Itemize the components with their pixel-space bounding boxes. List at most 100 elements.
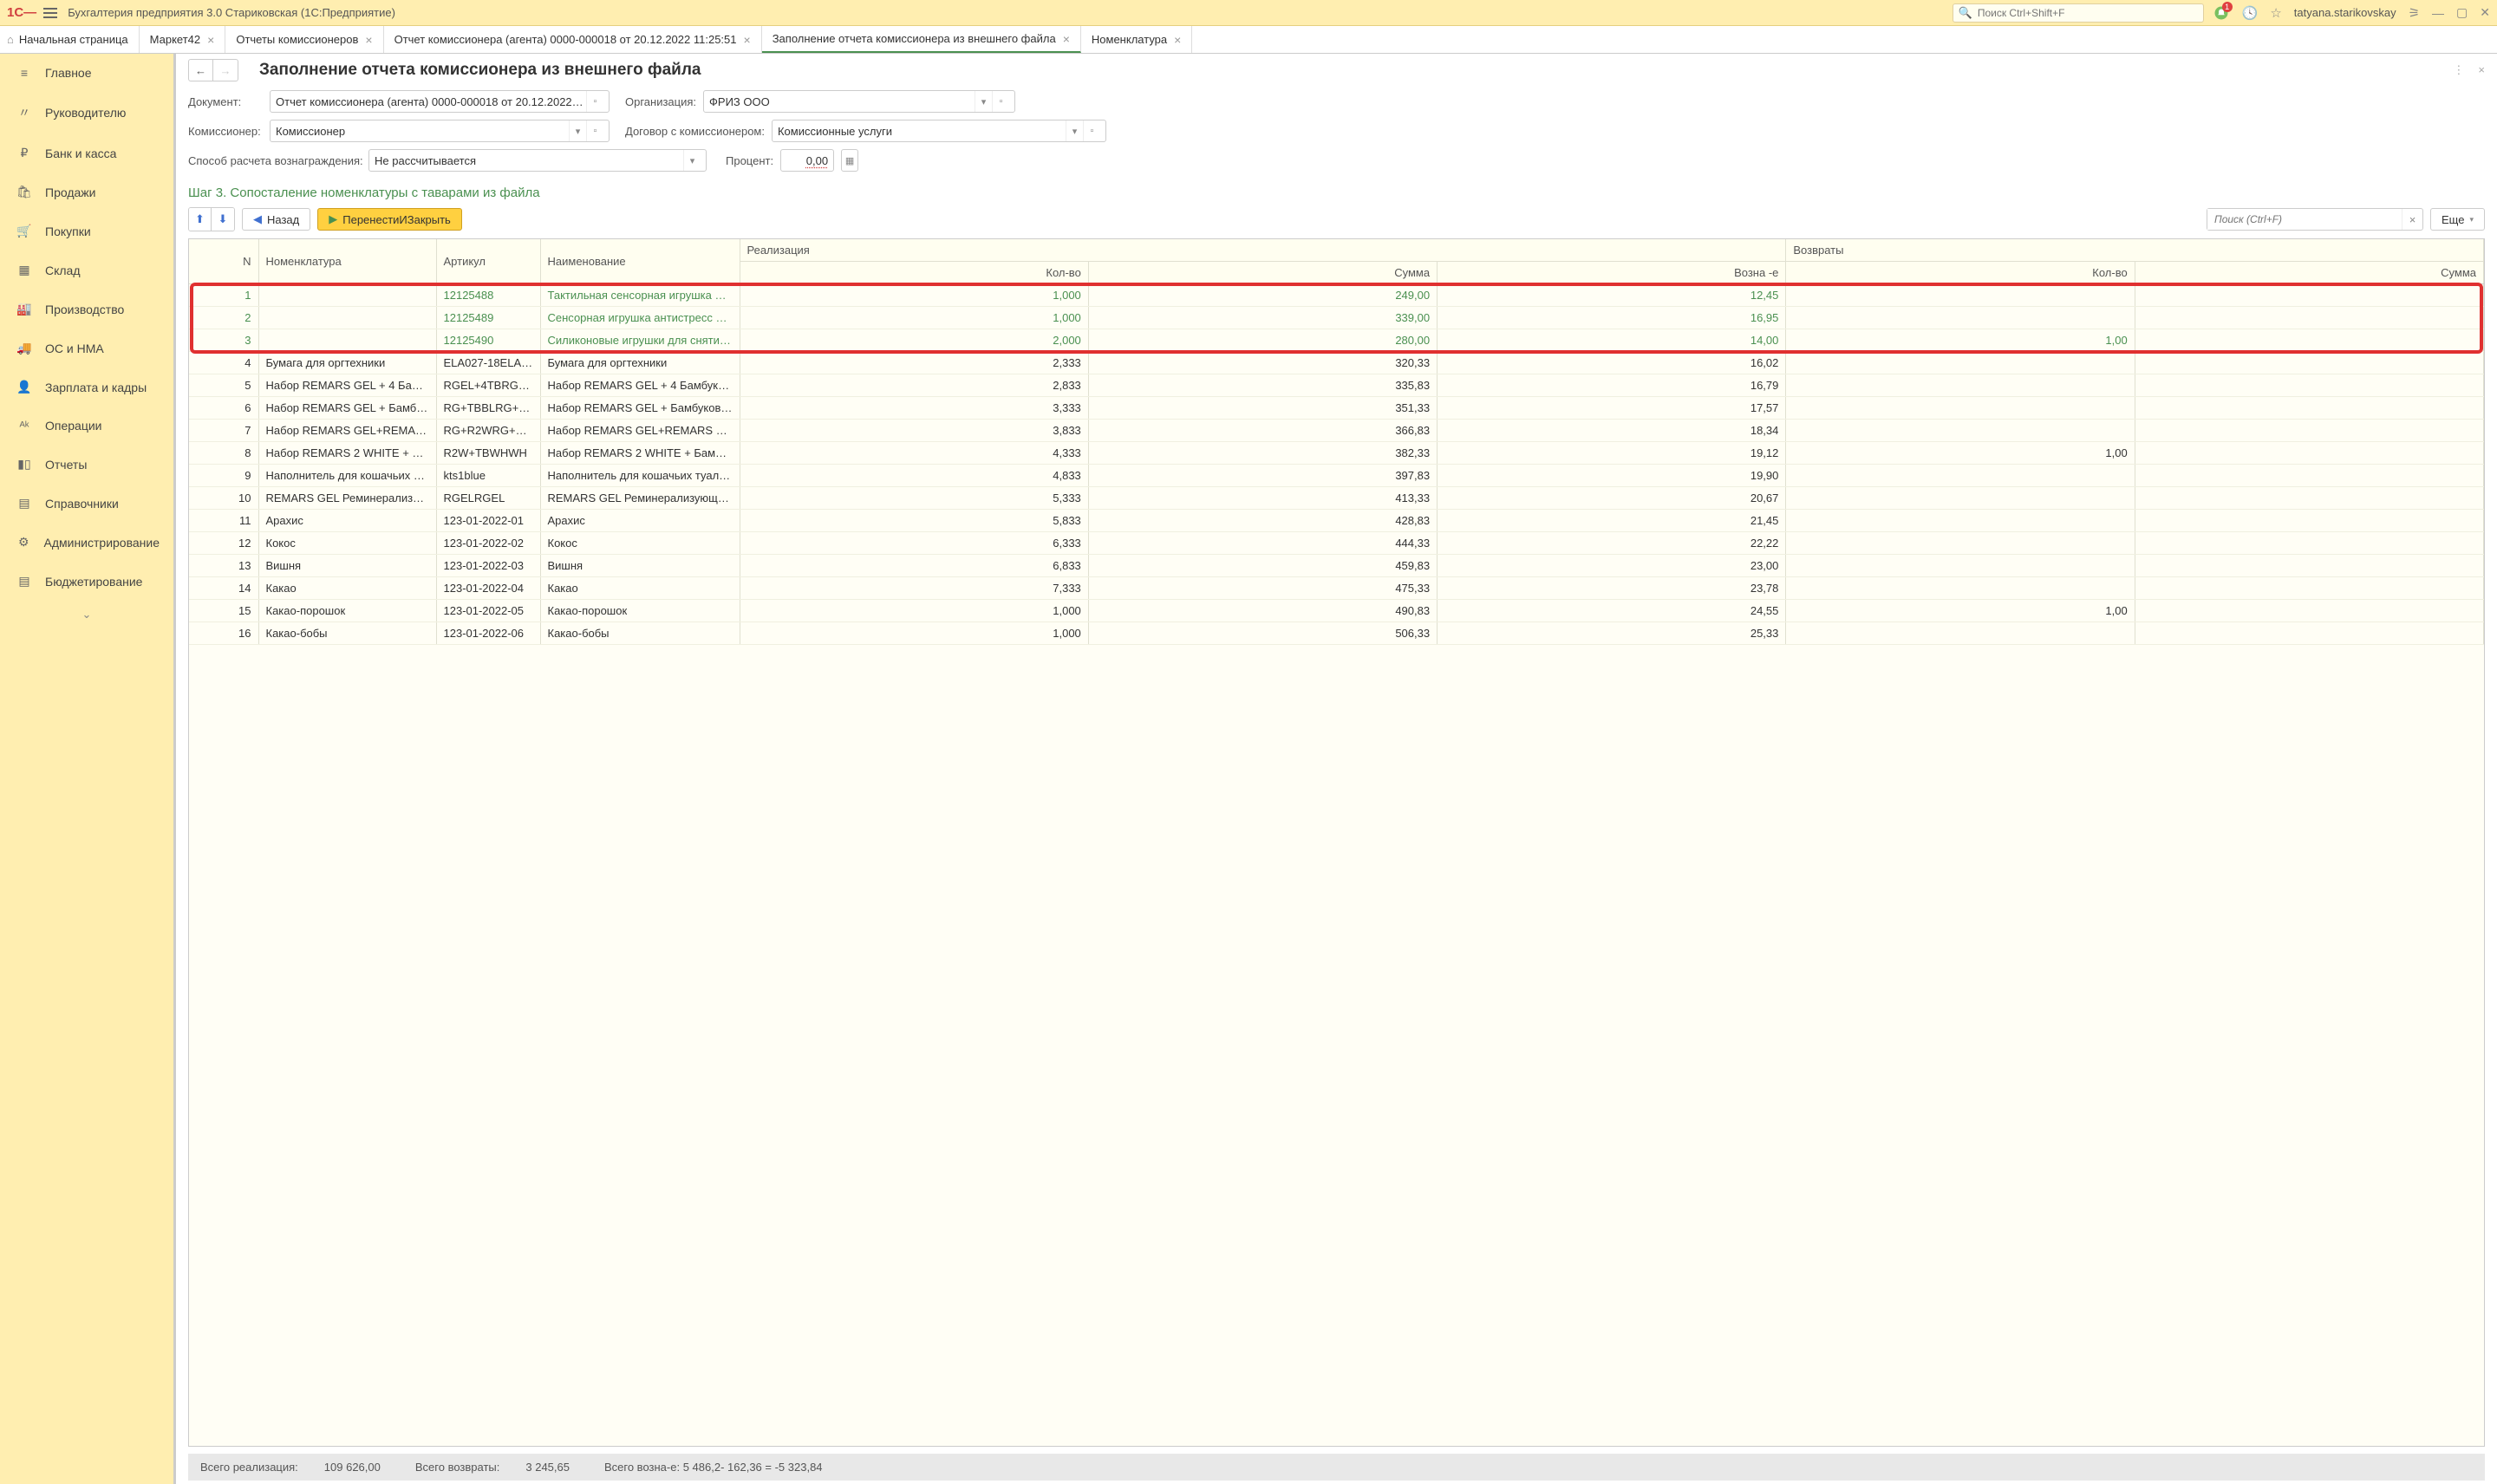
search-icon: 🔍: [1959, 6, 1972, 20]
nav-budget[interactable]: ▤Бюджетирование: [0, 562, 173, 601]
org-input[interactable]: ФРИЗ ООО▾▫: [703, 90, 1015, 113]
pct-input[interactable]: 0,00: [780, 149, 834, 172]
table-row[interactable]: 112125488Тактильная сенсорная игрушка ан…: [189, 284, 2484, 307]
table-row[interactable]: 5Набор REMARS GEL + 4 Бам…RGEL+4TBRGE…На…: [189, 374, 2484, 397]
sales-icon: 🛍: [14, 185, 35, 199]
nav-operations[interactable]: ᴬᵏОперации: [0, 407, 173, 445]
forward-arrow[interactable]: →: [213, 60, 238, 81]
global-search-input[interactable]: [1978, 7, 2198, 19]
back-button[interactable]: ◀Назад: [242, 208, 310, 231]
dropdown-icon[interactable]: ▾: [975, 91, 992, 112]
col-art[interactable]: Артикул: [436, 239, 540, 284]
star-icon[interactable]: ☆: [2270, 5, 2281, 21]
table-row[interactable]: 7Набор REMARS GEL+REMA…RG+R2WRG+R…Набор …: [189, 420, 2484, 442]
col-nom[interactable]: Номенклатура: [258, 239, 436, 284]
nav-catalogs[interactable]: ▤Справочники: [0, 484, 173, 523]
table-row[interactable]: 12Кокос123-01-2022-02Кокос6,333444,3322,…: [189, 532, 2484, 555]
table-row[interactable]: 15Какао-порошок123-01-2022-05Какао-порош…: [189, 600, 2484, 622]
nav-production[interactable]: 🏭Производство: [0, 290, 173, 329]
total-real-label: Всего реализация:: [200, 1461, 298, 1474]
minimize-icon[interactable]: —: [2432, 6, 2444, 20]
close-panel-icon[interactable]: ×: [2478, 63, 2485, 77]
more-button[interactable]: Еще: [2430, 208, 2485, 231]
open-icon[interactable]: ▫: [1083, 120, 1100, 141]
table-row[interactable]: 6Набор REMARS GEL + Бамб…RG+TBBLRG+T…Наб…: [189, 397, 2484, 420]
tab-fill-report[interactable]: Заполнение отчета комиссионера из внешне…: [762, 26, 1081, 53]
contract-input[interactable]: Комиссионные услуги▾▫: [772, 120, 1106, 142]
filter-icon[interactable]: ⚞: [2409, 5, 2420, 21]
tab-close-icon[interactable]: ×: [365, 33, 372, 47]
method-input[interactable]: Не рассчитывается▾: [368, 149, 707, 172]
doc-input[interactable]: Отчет комиссионера (агента) 0000-000018 …: [270, 90, 610, 113]
dropdown-icon[interactable]: ▾: [569, 120, 586, 141]
table-row[interactable]: 16Какао-бобы123-01-2022-06Какао-бобы1,00…: [189, 622, 2484, 645]
close-icon[interactable]: ✕: [2480, 5, 2490, 20]
nav-sales[interactable]: 🛍Продажи: [0, 172, 173, 212]
col-name[interactable]: Наименование: [540, 239, 740, 284]
table-row[interactable]: 4Бумага для оргтехникиELA027-18ELA…Бумаг…: [189, 352, 2484, 374]
table-row[interactable]: 13Вишня123-01-2022-03Вишня6,833459,8323,…: [189, 555, 2484, 577]
total-real-value: 109 626,00: [324, 1461, 381, 1474]
user-name[interactable]: tatyana.starikovskay: [2294, 6, 2396, 19]
tab-home[interactable]: ⌂Начальная страница: [0, 26, 140, 53]
tab-nomenclature[interactable]: Номенклатура×: [1081, 26, 1192, 53]
tab-close-icon[interactable]: ×: [1174, 33, 1181, 47]
tab-reports[interactable]: Отчеты комиссионеров×: [225, 26, 383, 53]
nav-warehouse[interactable]: ▦Склад: [0, 251, 173, 290]
notification-badge: 1: [2222, 2, 2233, 12]
operations-icon: ᴬᵏ: [14, 419, 35, 433]
col-rqty[interactable]: Кол-во: [1786, 262, 2135, 284]
open-icon[interactable]: ▫: [586, 91, 603, 112]
table-row[interactable]: 8Набор REMARS 2 WHITE + Б…R2W+TBWHWHНабо…: [189, 442, 2484, 465]
table-row[interactable]: 212125489Сенсорная игрушка антистресс Br…: [189, 307, 2484, 329]
back-arrow[interactable]: ←: [189, 60, 213, 81]
dropdown-icon[interactable]: ▾: [683, 150, 701, 171]
tab-report-doc[interactable]: Отчет комиссионера (агента) 0000-000018 …: [384, 26, 762, 53]
nav-bank[interactable]: ₽Банк и касса: [0, 133, 173, 172]
nav-main[interactable]: ≡Главное: [0, 54, 173, 92]
tab-close-icon[interactable]: ×: [1063, 32, 1070, 46]
table-row[interactable]: 11Арахис123-01-2022-01Арахис5,833428,832…: [189, 510, 2484, 532]
clear-search-icon[interactable]: ×: [2402, 209, 2422, 230]
comm-input[interactable]: Комиссионер▾▫: [270, 120, 610, 142]
maximize-icon[interactable]: ▢: [2456, 5, 2468, 20]
history-icon[interactable]: 🕓: [2242, 5, 2259, 21]
tab-market[interactable]: Маркет42×: [140, 26, 226, 53]
nav-reports[interactable]: ▮▯Отчеты: [0, 445, 173, 484]
col-realization[interactable]: Реализация: [740, 239, 1786, 262]
col-qty[interactable]: Кол-во: [740, 262, 1088, 284]
nav-hr[interactable]: 👤Зарплата и кадры: [0, 368, 173, 407]
col-rsum[interactable]: Сумма: [2135, 262, 2483, 284]
table-row[interactable]: 14Какао123-01-2022-04Какао7,333475,3323,…: [189, 577, 2484, 600]
open-icon[interactable]: ▫: [586, 120, 603, 141]
menu-icon[interactable]: [43, 5, 57, 21]
global-search[interactable]: 🔍: [1953, 3, 2204, 23]
tab-close-icon[interactable]: ×: [207, 33, 214, 47]
table-row[interactable]: 312125490Силиконовые игрушки для снятия …: [189, 329, 2484, 352]
app-title: Бухгалтерия предприятия 3.0 Стариковская…: [68, 6, 1952, 19]
notifications-icon[interactable]: 1: [2213, 4, 2230, 22]
nav-purchases[interactable]: 🛒Покупки: [0, 212, 173, 251]
dropdown-icon[interactable]: ▾: [1066, 120, 1083, 141]
nav-assets[interactable]: 🚚ОС и НМА: [0, 329, 173, 368]
open-icon[interactable]: ▫: [992, 91, 1009, 112]
col-sum[interactable]: Сумма: [1088, 262, 1437, 284]
table-row[interactable]: 9Наполнитель для кошачьих т…kts1blueНапо…: [189, 465, 2484, 487]
col-returns[interactable]: Возвраты: [1786, 239, 2484, 262]
tab-close-icon[interactable]: ×: [744, 33, 751, 47]
data-table[interactable]: N Номенклатура Артикул Наименование Реал…: [188, 238, 2485, 1447]
move-down-button[interactable]: ⬇: [212, 208, 234, 231]
budget-icon: ▤: [14, 574, 35, 589]
transfer-button[interactable]: ▶ПеренестиИЗакрыть: [317, 208, 462, 231]
table-row[interactable]: 10REMARS GEL Реминерализу…RGELRGELREMARS…: [189, 487, 2484, 510]
calc-icon[interactable]: ▦: [841, 149, 858, 172]
more-menu-icon[interactable]: ⋮: [2453, 63, 2464, 77]
table-search-input[interactable]: [2207, 209, 2402, 230]
nav-more[interactable]: ⌄: [0, 601, 173, 628]
col-n[interactable]: N: [189, 239, 258, 284]
move-up-button[interactable]: ⬆: [189, 208, 212, 231]
table-search[interactable]: ×: [2207, 208, 2423, 231]
col-fee[interactable]: Возна -е: [1438, 262, 1786, 284]
nav-manager[interactable]: 〃Руководителю: [0, 92, 173, 133]
nav-admin[interactable]: ⚙Администрирование: [0, 523, 173, 562]
